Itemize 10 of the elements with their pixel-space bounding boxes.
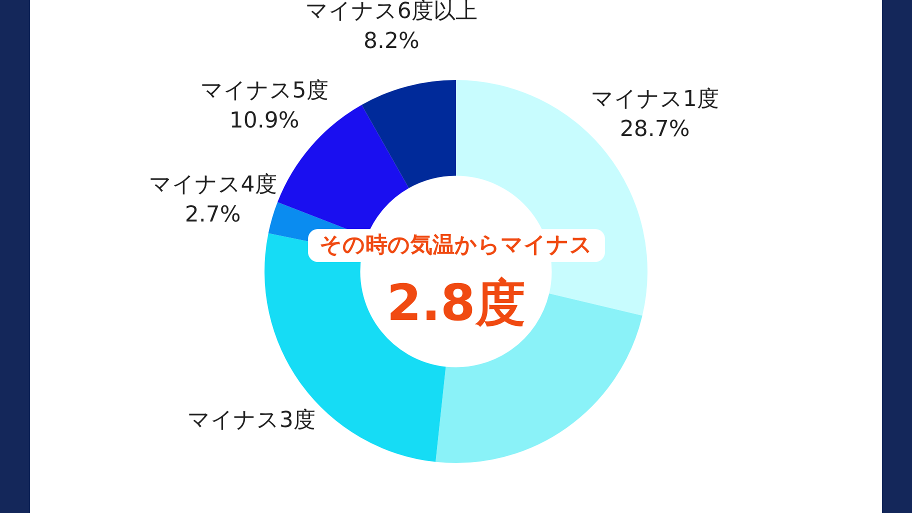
- text: 2.8度: [386, 273, 526, 334]
- text: その時の気温からマイナス: [308, 229, 604, 262]
- data-label: 8.2%: [363, 29, 420, 54]
- data-label: 28.7%: [620, 116, 690, 142]
- slice-label: マイナス5度: [200, 78, 328, 104]
- data-label: 10.9%: [229, 108, 300, 134]
- data-label: 2.7%: [184, 202, 241, 228]
- slice-label: マイナス4度: [148, 172, 277, 198]
- slice-label: マイナス1度: [590, 86, 719, 112]
- slice-label: マイナス3度: [187, 408, 316, 433]
